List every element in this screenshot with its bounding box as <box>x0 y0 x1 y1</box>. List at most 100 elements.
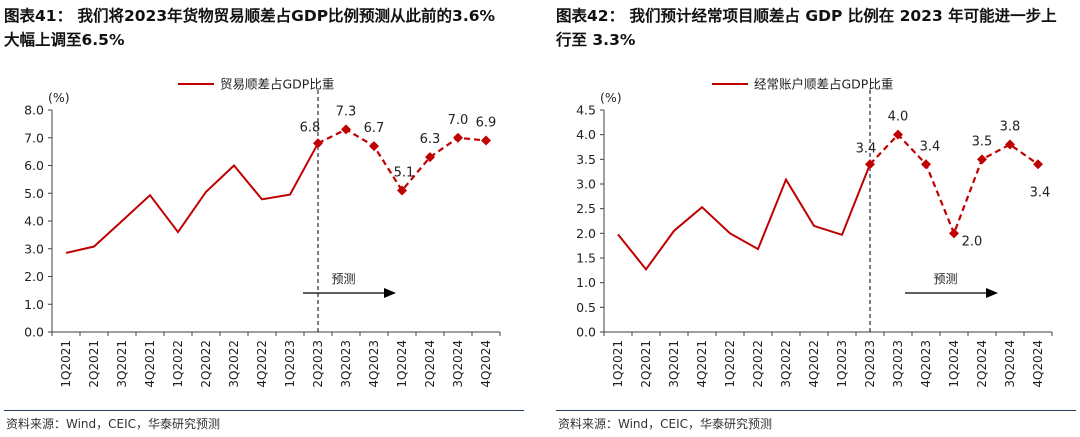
data-label: 6.8 <box>300 120 321 135</box>
forecast-point-marker <box>341 124 351 135</box>
x-tick-label: 4Q2024 <box>1031 340 1045 388</box>
data-label: 6.3 <box>420 132 441 147</box>
data-label: 6.7 <box>364 121 385 136</box>
data-label: 7.0 <box>448 113 469 128</box>
legend-label: 贸易顺差占GDP比重 <box>220 77 334 92</box>
y-tick-label: 1.5 <box>576 251 596 266</box>
x-tick-label: 3Q2024 <box>1003 340 1017 388</box>
y-tick-label: 3.0 <box>24 241 44 256</box>
trade-surplus-chart: 贸易顺差占GDP比重 (%) 0.0 1.0 2.0 3.0 4.0 5.0 6.0 7.0 8.0… <box>24 77 501 388</box>
source-note: 资料来源：Wind，CEIC，华泰研究预测 <box>6 417 221 431</box>
y-tick-label: 3.0 <box>576 177 596 192</box>
chart-title-line2: 行至 3.3% <box>556 31 636 49</box>
x-tick-label: 4Q2023 <box>919 340 933 388</box>
y-tick-label: 8.0 <box>24 103 44 118</box>
data-label: 6.9 <box>476 116 497 131</box>
forecast-point-marker <box>481 135 491 146</box>
x-tick-label: 1Q2021 <box>611 340 625 388</box>
divider-line <box>556 410 1076 411</box>
forecast-point-marker <box>1033 159 1043 170</box>
y-tick-label: 0.0 <box>576 325 596 340</box>
data-label: 3.4 <box>1030 185 1051 200</box>
divider-line <box>4 410 524 411</box>
x-tick-label: 4Q2024 <box>479 340 493 388</box>
data-label: 5.1 <box>394 165 415 180</box>
x-tick-label: 2Q2021 <box>87 340 101 388</box>
y-tick-label: 4.0 <box>24 214 44 229</box>
x-tick-label: 4Q2022 <box>255 340 269 388</box>
forecast-arrow-icon <box>986 288 998 298</box>
x-tick-label: 2Q2024 <box>423 340 437 388</box>
chart-title-line2: 大幅上调至6.5% <box>4 31 125 49</box>
x-tick-label: 3Q2021 <box>115 340 129 388</box>
forecast-point-marker <box>949 228 959 239</box>
y-tick-label: 5.0 <box>24 186 44 201</box>
x-tick-label: 1Q2024 <box>947 340 961 388</box>
forecast-point-marker <box>977 154 987 165</box>
forecast-point-marker <box>1005 139 1015 150</box>
y-tick-label: 0.0 <box>24 325 44 340</box>
x-tick-label: 1Q2021 <box>59 340 73 388</box>
x-tick-label: 2Q2023 <box>311 340 325 388</box>
x-tick-label: 3Q2023 <box>891 340 905 388</box>
forecast-point-marker <box>397 185 407 196</box>
data-label: 7.3 <box>336 104 357 119</box>
x-tick-label: 3Q2024 <box>451 340 465 388</box>
y-tick-label: 0.5 <box>576 300 596 315</box>
y-tick-label: 7.0 <box>24 130 44 145</box>
y-tick-label: 2.5 <box>576 201 596 216</box>
chart-panel-left: 图表41： 我们将2023年货物贸易顺差占GDP比例预测从此前的3.6% 大幅上… <box>0 0 528 437</box>
source-note: 资料来源：Wind，CEIC，华泰研究预测 <box>558 417 773 431</box>
y-tick-label: 2.0 <box>576 226 596 241</box>
x-tick-label: 3Q2022 <box>779 340 793 388</box>
data-label: 4.0 <box>888 110 909 125</box>
forecast-label: 预测 <box>933 272 957 286</box>
x-tick-label: 1Q2022 <box>723 340 737 388</box>
series-line-actual <box>617 163 871 271</box>
y-tick-label: 2.0 <box>24 269 44 284</box>
y-unit-label: (%) <box>600 90 622 105</box>
chart-title-line1: 图表41： 我们将2023年货物贸易顺差占GDP比例预测从此前的3.6% <box>4 7 496 25</box>
x-tick-label: 1Q2022 <box>171 340 185 388</box>
x-tick-label: 4Q2023 <box>367 340 381 388</box>
x-tick-label: 3Q2023 <box>339 340 353 388</box>
y-tick-label: 1.0 <box>24 297 44 312</box>
data-label: 3.4 <box>920 139 941 154</box>
forecast-point-marker <box>453 132 463 143</box>
y-tick-label: 4.5 <box>576 103 596 118</box>
forecast-point-marker <box>425 152 435 163</box>
x-tick-label: 2Q2024 <box>975 340 989 388</box>
chart-panel-right: 图表42： 我们预计经常项目顺差占 GDP 比例在 2023 年可能进一步上 行… <box>552 0 1080 437</box>
chart-title: 图表42： 我们预计经常项目顺差占 GDP 比例在 2023 年可能进一步上 行… <box>556 4 1076 52</box>
chart-title-line1: 图表42： 我们预计经常项目顺差占 GDP 比例在 2023 年可能进一步上 <box>556 7 1057 25</box>
data-label: 3.8 <box>1000 120 1021 135</box>
x-tick-label: 2Q2022 <box>199 340 213 388</box>
x-tick-label: 1Q2024 <box>395 340 409 388</box>
forecast-point-marker <box>865 159 875 170</box>
x-tick-label: 1Q2023 <box>835 340 849 388</box>
y-tick-label: 4.0 <box>576 127 596 142</box>
forecast-arrow-icon <box>384 288 396 298</box>
current-account-chart: 经常账户顺差占GDP比重 (%) 0.0 0.5 1.0 1.5 2.0 2.5 3.0 3.5 4… <box>576 77 1053 388</box>
data-label: 3.4 <box>856 141 877 156</box>
x-tick-label: 2Q2023 <box>863 340 877 388</box>
data-label: 3.5 <box>972 134 993 149</box>
series-line-forecast <box>869 133 1039 237</box>
x-tick-label: 1Q2023 <box>283 340 297 388</box>
x-tick-label: 3Q2022 <box>227 340 241 388</box>
forecast-point-marker <box>313 138 323 149</box>
legend-label: 经常账户顺差占GDP比重 <box>754 77 893 92</box>
forecast-point-marker <box>893 129 903 140</box>
forecast-label: 预测 <box>331 272 355 286</box>
forecast-point-marker <box>921 159 931 170</box>
y-tick-label: 1.0 <box>576 275 596 290</box>
y-unit-label: (%) <box>48 90 70 105</box>
y-tick-label: 6.0 <box>24 158 44 173</box>
x-tick-label: 4Q2021 <box>143 340 157 388</box>
data-label: 2.0 <box>962 234 983 249</box>
chart-title: 图表41： 我们将2023年货物贸易顺差占GDP比例预测从此前的3.6% 大幅上… <box>4 4 524 52</box>
y-tick-label: 3.5 <box>576 152 596 167</box>
series-line-actual <box>65 142 319 254</box>
x-tick-label: 2Q2021 <box>639 340 653 388</box>
x-tick-label: 2Q2022 <box>751 340 765 388</box>
